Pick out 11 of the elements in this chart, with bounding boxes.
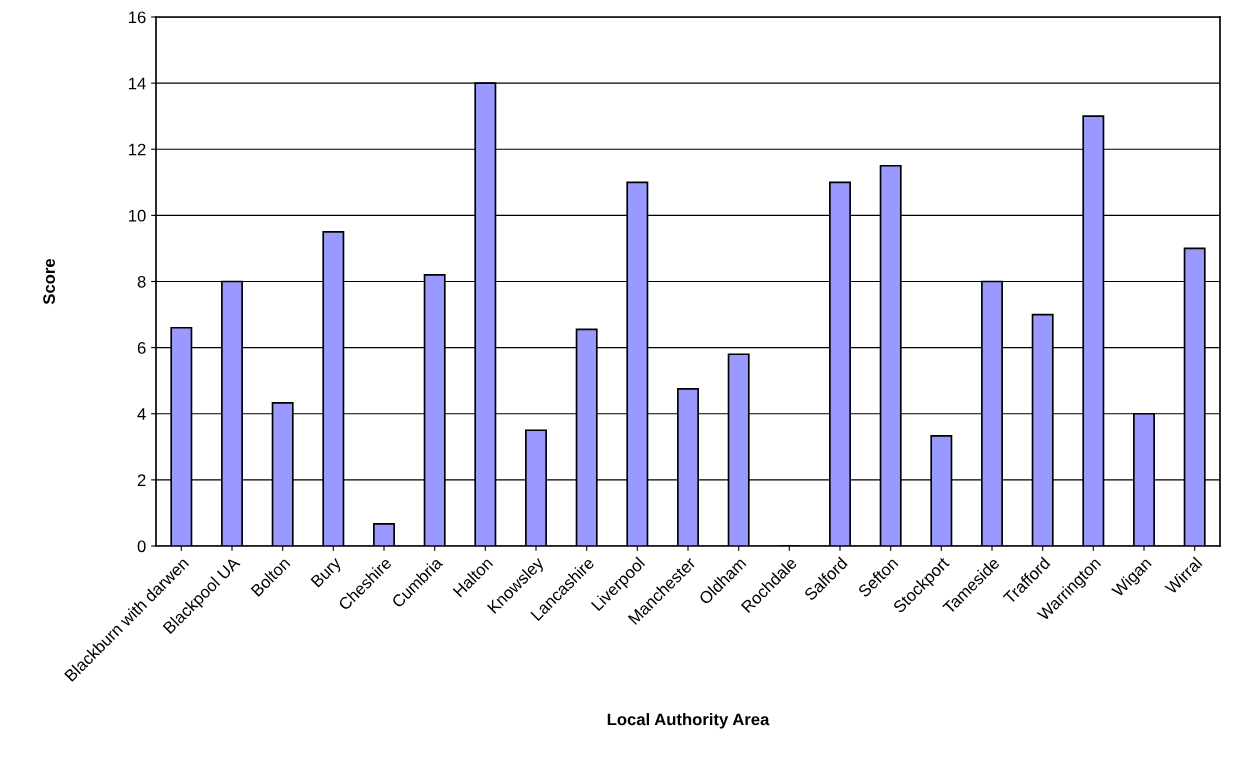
y-tick-label: 2	[137, 474, 146, 486]
x-axis-title: Local Authority Area	[607, 713, 770, 729]
y-tick-label: 0	[137, 540, 146, 553]
y-tick-label: 6	[137, 342, 146, 354]
y-axis-title: Score	[43, 258, 55, 305]
y-tick-label: 4	[137, 408, 146, 420]
y-tick-label: 16	[129, 11, 146, 24]
y-tick-label: 12	[129, 143, 146, 156]
y-tick-label: 8	[137, 275, 146, 288]
y-tick-label: 10	[129, 209, 146, 222]
y-tick-label: 14	[129, 77, 146, 90]
